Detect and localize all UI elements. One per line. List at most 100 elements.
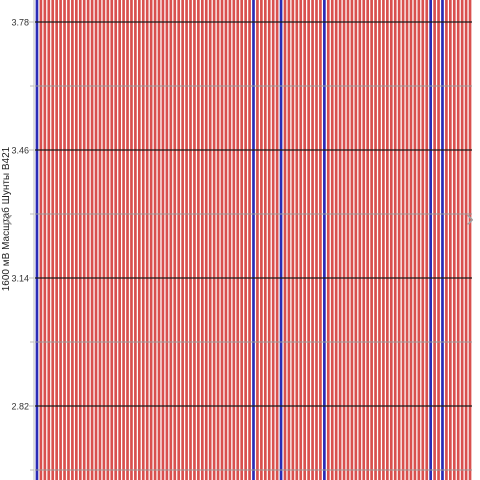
bar — [118, 0, 121, 480]
bar — [429, 0, 432, 480]
bar — [283, 0, 287, 480]
bar — [445, 0, 448, 480]
bar — [323, 0, 326, 480]
bar — [252, 0, 255, 480]
bar — [405, 0, 409, 480]
bar — [212, 0, 216, 480]
bar — [110, 0, 114, 480]
bar — [78, 0, 82, 480]
bar — [216, 0, 220, 480]
bar — [126, 0, 129, 480]
bar — [220, 0, 224, 480]
chevron-left-icon[interactable]: ‹ — [5, 205, 13, 232]
bar — [287, 0, 291, 480]
y-tick-label: 3.78 — [11, 18, 29, 28]
bar — [248, 0, 251, 480]
bar — [326, 0, 330, 480]
y-tick-label: 3.46 — [11, 146, 29, 156]
bar — [153, 0, 157, 480]
bar — [441, 0, 444, 480]
bar — [197, 0, 200, 480]
bar — [460, 0, 464, 480]
bar — [185, 0, 188, 480]
bar — [456, 0, 460, 480]
bar — [94, 0, 98, 480]
bar — [382, 0, 385, 480]
bar — [295, 0, 299, 480]
bar — [137, 0, 141, 480]
bar — [75, 0, 78, 480]
bar — [208, 0, 212, 480]
bar — [452, 0, 456, 480]
bar — [200, 0, 204, 480]
bar — [350, 0, 354, 480]
bar — [39, 0, 43, 480]
bar — [437, 0, 440, 480]
bar — [35, 0, 39, 480]
bar — [409, 0, 413, 480]
bar — [106, 0, 110, 480]
bar — [228, 0, 232, 480]
bar — [149, 0, 153, 480]
bar — [98, 0, 102, 480]
bar — [122, 0, 125, 480]
bar — [354, 0, 358, 480]
bar — [468, 0, 472, 480]
bar — [240, 0, 244, 480]
bar — [346, 0, 350, 480]
bar — [464, 0, 468, 480]
bar — [145, 0, 149, 480]
bar — [263, 0, 267, 480]
bar — [330, 0, 334, 480]
bar — [425, 0, 429, 480]
bar — [275, 0, 279, 480]
bar — [177, 0, 181, 480]
bar — [389, 0, 393, 480]
bar — [189, 0, 192, 480]
bar — [193, 0, 196, 480]
bar — [90, 0, 94, 480]
bar — [43, 0, 47, 480]
bar — [141, 0, 145, 480]
bar — [303, 0, 307, 480]
bar — [307, 0, 310, 480]
bar — [51, 0, 55, 480]
bar — [82, 0, 86, 480]
bar — [366, 0, 370, 480]
bar — [173, 0, 177, 480]
bar — [370, 0, 373, 480]
bar — [417, 0, 421, 480]
bar — [362, 0, 366, 480]
bar — [256, 0, 259, 480]
bar — [260, 0, 263, 480]
chevron-right-icon[interactable]: › — [466, 205, 474, 232]
bar — [114, 0, 118, 480]
bar — [291, 0, 295, 480]
bar — [393, 0, 397, 480]
bar — [334, 0, 338, 480]
bar — [224, 0, 228, 480]
bar — [299, 0, 303, 480]
bar — [449, 0, 452, 480]
bar — [311, 0, 314, 480]
bar — [86, 0, 90, 480]
bar — [397, 0, 401, 480]
bar — [165, 0, 169, 480]
bar — [338, 0, 342, 480]
bar — [63, 0, 66, 480]
bar — [279, 0, 283, 480]
bar — [232, 0, 236, 480]
bar — [102, 0, 106, 480]
bar — [413, 0, 417, 480]
bar — [433, 0, 436, 480]
bar — [342, 0, 346, 480]
bar — [315, 0, 318, 480]
bar — [59, 0, 62, 480]
bar — [236, 0, 240, 480]
bar — [67, 0, 70, 480]
bar — [358, 0, 362, 480]
bar — [378, 0, 381, 480]
bar — [157, 0, 161, 480]
